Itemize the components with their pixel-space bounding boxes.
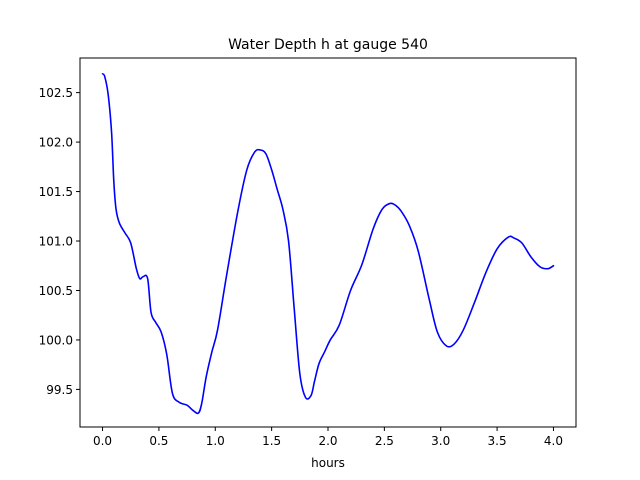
y-tick-label: 101.0 <box>39 235 73 249</box>
tick-layer: 0.0 0.5 1.0 1.5 2.0 2.5 3.0 3.5 4.0 99.5 100.0 100.… <box>39 86 563 448</box>
chart-title: Water Depth h at gauge 540 <box>228 37 428 53</box>
series-layer <box>101 73 555 415</box>
y-tick-label: 102.5 <box>39 86 73 100</box>
x-axis-label: hours <box>311 456 345 470</box>
x-tick-label: 4.0 <box>544 434 563 448</box>
y-tick-label: 101.5 <box>39 185 73 199</box>
x-tick-label: 1.5 <box>262 434 281 448</box>
x-tick-label: 2.0 <box>318 434 337 448</box>
x-tick-label: 3.5 <box>488 434 507 448</box>
x-tick-label: 1.0 <box>206 434 225 448</box>
x-tick-label: 0.0 <box>93 434 112 448</box>
y-tick-label: 100.5 <box>39 284 73 298</box>
y-tick-label: 102.0 <box>39 136 73 150</box>
x-tick-label: 2.5 <box>375 434 394 448</box>
y-tick-label: 99.5 <box>46 383 73 397</box>
x-tick-label: 3.0 <box>431 434 450 448</box>
x-tick-label: 0.5 <box>149 434 168 448</box>
plot-frame <box>79 57 577 428</box>
series-line <box>101 73 555 415</box>
y-tick-label: 100.0 <box>39 333 73 347</box>
